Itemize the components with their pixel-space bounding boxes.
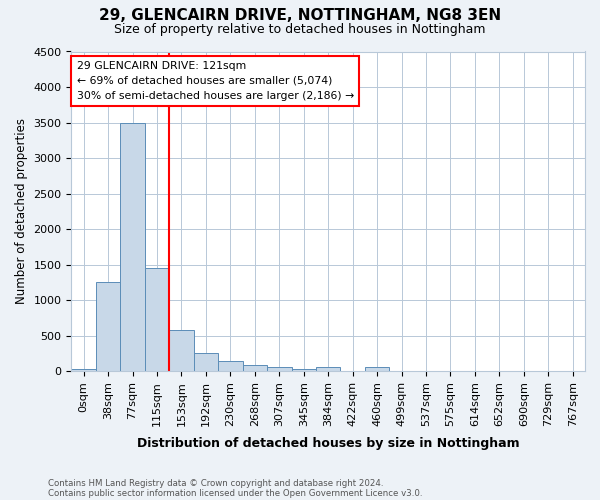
Bar: [71, 369, 96, 371]
X-axis label: Distribution of detached houses by size in Nottingham: Distribution of detached houses by size …: [137, 437, 520, 450]
Bar: [365, 367, 389, 371]
Bar: [96, 282, 121, 371]
Bar: [242, 364, 267, 371]
Bar: [121, 122, 145, 371]
Text: Contains public sector information licensed under the Open Government Licence v3: Contains public sector information licen…: [48, 488, 422, 498]
Bar: [267, 367, 292, 371]
Bar: [169, 330, 194, 371]
Y-axis label: Number of detached properties: Number of detached properties: [15, 118, 28, 304]
Bar: [218, 361, 242, 371]
Bar: [194, 352, 218, 371]
Bar: [316, 368, 340, 371]
Text: 29, GLENCAIRN DRIVE, NOTTINGHAM, NG8 3EN: 29, GLENCAIRN DRIVE, NOTTINGHAM, NG8 3EN: [99, 8, 501, 22]
Text: Size of property relative to detached houses in Nottingham: Size of property relative to detached ho…: [114, 22, 486, 36]
Bar: [292, 368, 316, 371]
Bar: [145, 268, 169, 371]
Text: 29 GLENCAIRN DRIVE: 121sqm
← 69% of detached houses are smaller (5,074)
30% of s: 29 GLENCAIRN DRIVE: 121sqm ← 69% of deta…: [77, 61, 354, 100]
Text: Contains HM Land Registry data © Crown copyright and database right 2024.: Contains HM Land Registry data © Crown c…: [48, 478, 383, 488]
